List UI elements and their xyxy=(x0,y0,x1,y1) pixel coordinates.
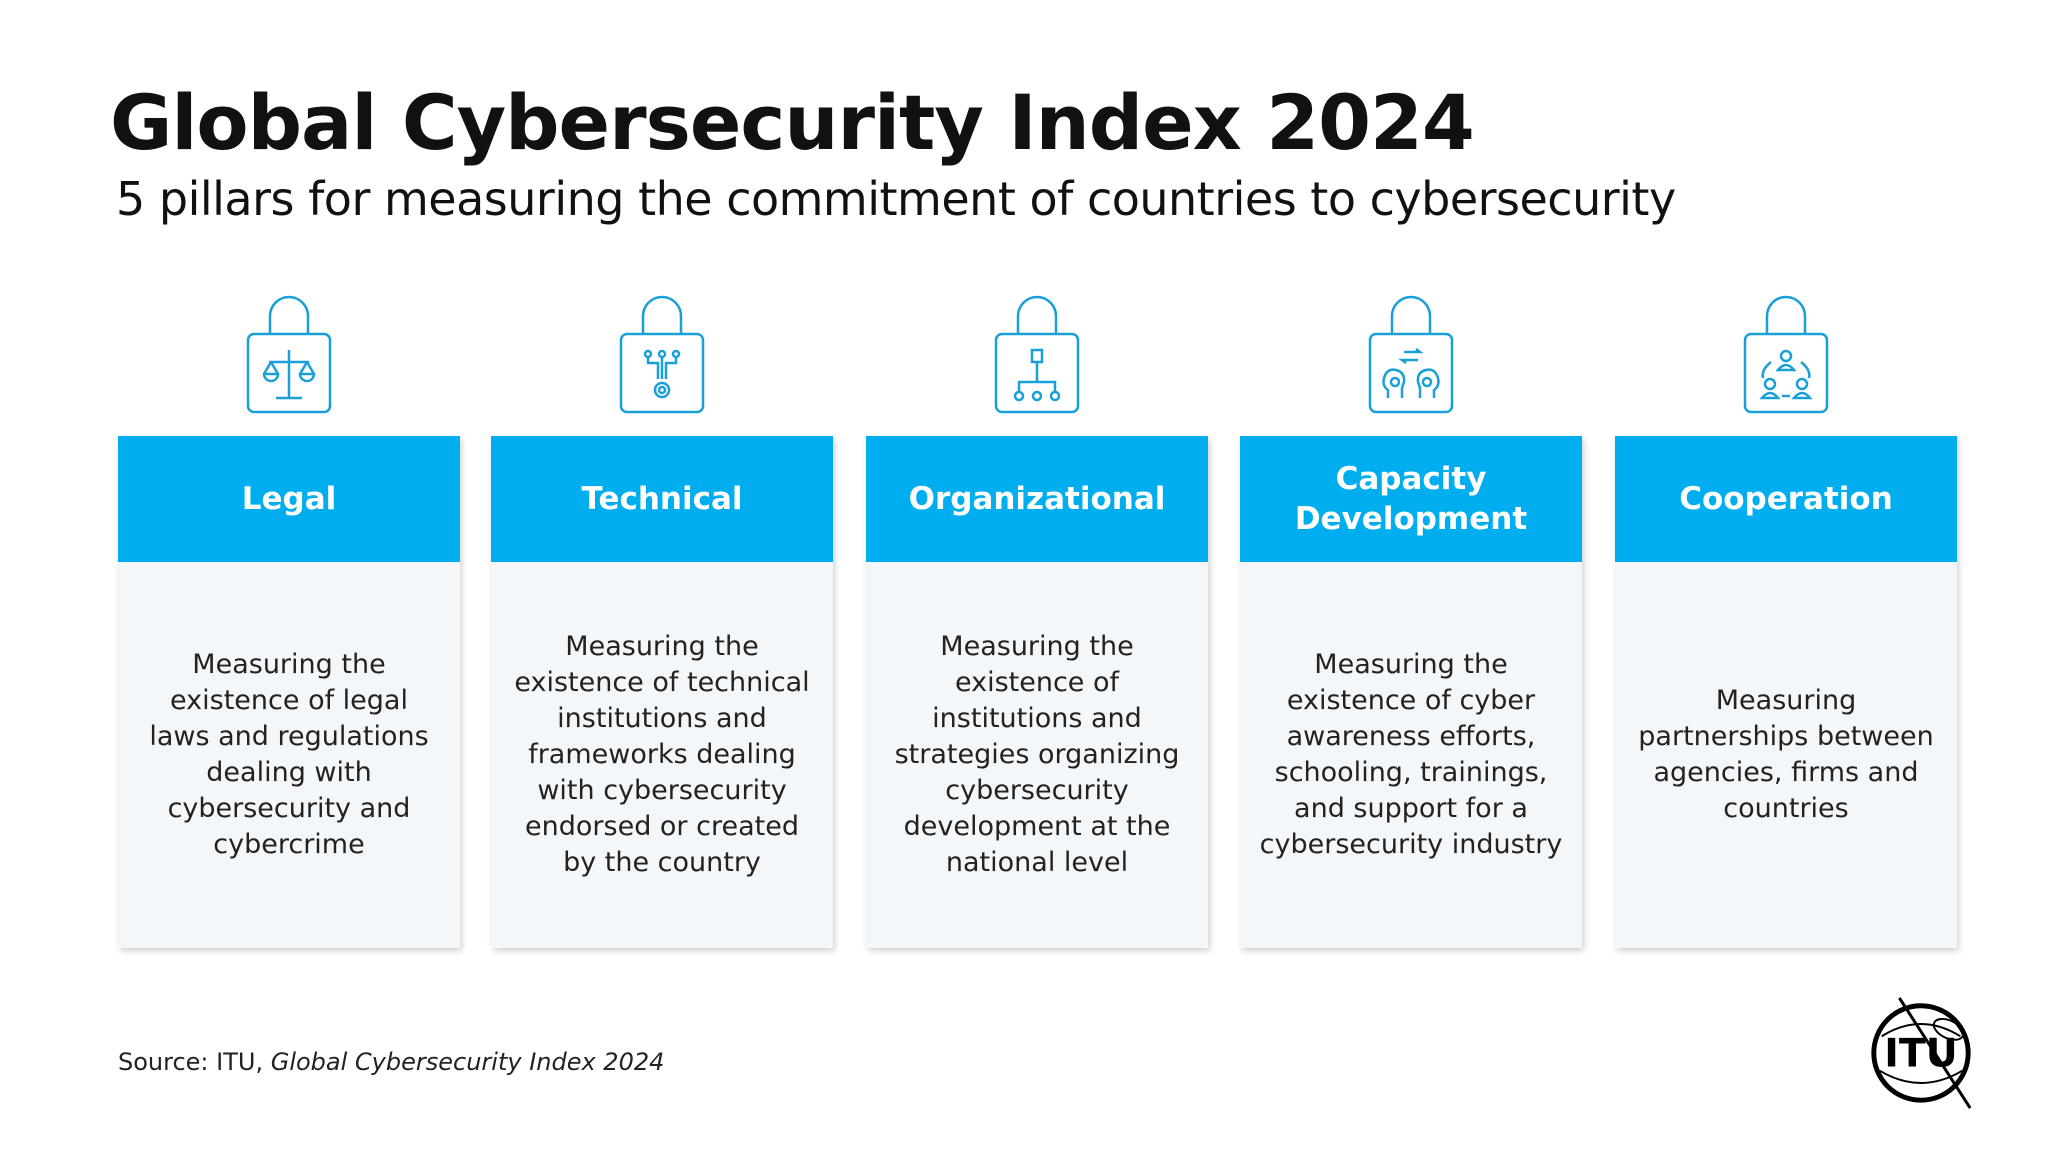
pillar-description: Measuring the existence of cyber awarene… xyxy=(1259,649,1563,860)
page-title: Global Cybersecurity Index 2024 xyxy=(110,78,1475,167)
pillar-title: Cooperation xyxy=(1615,436,1957,562)
pillar-description: Measuring the existence of institutions … xyxy=(894,631,1180,878)
people-network-lock-icon xyxy=(1743,295,1829,414)
svg-text:ITU: ITU xyxy=(1884,1031,1957,1077)
heads-exchange-lock-icon xyxy=(1368,295,1454,414)
pillar-card: Cooperation Measuring partnerships betwee… xyxy=(1615,436,1957,948)
pillar-description: Measuring the existence of legal laws an… xyxy=(149,649,429,860)
source-prefix: Source: ITU, xyxy=(118,1048,271,1076)
scales-lock-icon xyxy=(246,295,332,414)
pillar-title: Organizational xyxy=(866,436,1208,562)
pillar-title: Legal xyxy=(118,436,460,562)
page-subtitle: 5 pillars for measuring the commitment o… xyxy=(116,172,1676,226)
source-title: Global Cybersecurity Index 2024 xyxy=(270,1048,665,1076)
pillar-title: Capacity Development xyxy=(1240,436,1582,562)
pillar-description: Measuring the existence of technical ins… xyxy=(514,631,810,878)
pillar-title: Technical xyxy=(491,436,833,562)
pillar-card: Organizational Measuring the existence of… xyxy=(866,436,1208,948)
pillar-card: Technical Measuring the existence of tech… xyxy=(491,436,833,948)
pillar-description: Measuring partnerships between agencies,… xyxy=(1638,685,1934,824)
pillar-card: Legal Measuring the existence of legal la… xyxy=(118,436,460,948)
source-note: Source: ITU, Global Cybersecurity Index … xyxy=(118,1048,664,1076)
itu-logo: ITU xyxy=(1871,997,1972,1109)
circuit-gear-lock-icon xyxy=(619,295,705,414)
pillar-card: Capacity Development Measuring the existe… xyxy=(1240,436,1582,948)
org-chart-lock-icon xyxy=(994,295,1080,414)
